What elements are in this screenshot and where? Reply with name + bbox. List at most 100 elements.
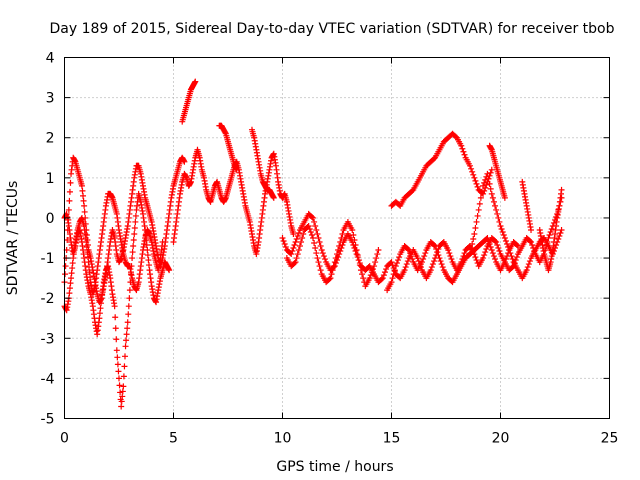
data-point bbox=[313, 250, 320, 257]
data-point bbox=[338, 235, 345, 241]
data-point bbox=[528, 239, 535, 246]
data-point bbox=[393, 260, 400, 267]
data-point bbox=[392, 263, 399, 270]
data-point bbox=[472, 177, 479, 184]
series-track-7 bbox=[248, 126, 277, 201]
data-point bbox=[481, 179, 488, 186]
data-point bbox=[332, 260, 339, 267]
data-point bbox=[125, 303, 132, 310]
data-point bbox=[378, 276, 385, 283]
data-point bbox=[335, 247, 342, 254]
data-point bbox=[487, 244, 494, 251]
data-point bbox=[145, 257, 152, 264]
data-point bbox=[120, 373, 127, 380]
data-point bbox=[66, 290, 73, 297]
data-point bbox=[331, 259, 338, 266]
data-point bbox=[366, 275, 373, 282]
y-tick-label: 0 bbox=[46, 211, 55, 227]
y-tick-label: -4 bbox=[41, 371, 55, 387]
data-point bbox=[114, 354, 121, 361]
data-point bbox=[78, 182, 85, 189]
x-tick-label: 15 bbox=[383, 431, 401, 447]
data-point bbox=[505, 244, 512, 251]
data-point bbox=[403, 261, 410, 268]
data-point bbox=[507, 250, 514, 257]
data-point bbox=[281, 241, 288, 248]
data-point bbox=[119, 388, 126, 395]
data-point bbox=[62, 263, 69, 270]
data-point bbox=[404, 258, 411, 265]
data-point bbox=[129, 255, 136, 262]
data-point bbox=[466, 162, 473, 169]
data-point bbox=[68, 275, 75, 282]
data-point bbox=[68, 270, 75, 277]
data-point bbox=[422, 250, 429, 257]
data-point bbox=[328, 271, 335, 278]
data-point bbox=[124, 319, 131, 326]
data-point bbox=[66, 188, 73, 195]
data-point bbox=[314, 230, 321, 237]
data-point bbox=[506, 247, 513, 254]
data-point bbox=[557, 229, 564, 236]
data-point bbox=[305, 222, 312, 229]
data-point bbox=[555, 236, 562, 243]
data-point bbox=[409, 256, 416, 263]
data-point bbox=[466, 251, 473, 258]
data-point bbox=[349, 226, 356, 233]
data-point bbox=[329, 267, 336, 274]
data-point bbox=[355, 257, 362, 264]
data-point bbox=[469, 168, 476, 175]
data-point bbox=[429, 261, 436, 268]
data-point bbox=[433, 246, 440, 253]
data-point bbox=[326, 276, 333, 283]
data-point bbox=[458, 142, 465, 149]
data-point bbox=[390, 271, 397, 278]
data-point bbox=[131, 224, 138, 231]
data-point bbox=[396, 254, 403, 261]
data-point bbox=[553, 242, 560, 249]
data-point bbox=[270, 194, 277, 201]
data-point bbox=[112, 325, 119, 332]
data-point bbox=[427, 267, 434, 274]
x-tick-label: 25 bbox=[601, 431, 619, 447]
data-point bbox=[289, 248, 296, 255]
data-point bbox=[307, 228, 314, 235]
series-track-15 bbox=[536, 186, 565, 274]
data-point bbox=[475, 206, 482, 213]
series-track-6 bbox=[216, 122, 240, 173]
data-point bbox=[388, 279, 395, 286]
data-point bbox=[480, 182, 487, 189]
data-point bbox=[526, 258, 533, 265]
data-point bbox=[480, 255, 487, 262]
series-track-14 bbox=[519, 178, 535, 233]
data-point bbox=[192, 78, 199, 85]
data-point bbox=[132, 212, 139, 219]
data-point bbox=[117, 389, 124, 396]
data-points bbox=[61, 78, 565, 410]
data-point bbox=[526, 238, 533, 245]
plot-frame bbox=[64, 57, 610, 419]
data-point bbox=[300, 230, 307, 237]
data-point bbox=[489, 194, 496, 201]
data-point bbox=[62, 271, 69, 278]
data-point bbox=[159, 239, 166, 246]
data-point bbox=[502, 256, 509, 263]
data-point bbox=[86, 264, 93, 271]
data-point bbox=[439, 264, 446, 271]
data-point bbox=[279, 235, 286, 241]
data-point bbox=[310, 235, 317, 241]
series-track-11 bbox=[384, 235, 521, 294]
data-point bbox=[351, 237, 358, 244]
data-point bbox=[69, 265, 76, 272]
data-point bbox=[493, 206, 500, 213]
data-point bbox=[290, 245, 297, 252]
data-point bbox=[360, 275, 367, 282]
data-point bbox=[487, 185, 494, 192]
data-point bbox=[524, 264, 531, 271]
data-point bbox=[116, 375, 122, 382]
data-point bbox=[121, 353, 128, 360]
data-point bbox=[474, 183, 481, 190]
data-point bbox=[414, 255, 421, 262]
data-point bbox=[481, 252, 488, 259]
data-point bbox=[428, 264, 435, 271]
